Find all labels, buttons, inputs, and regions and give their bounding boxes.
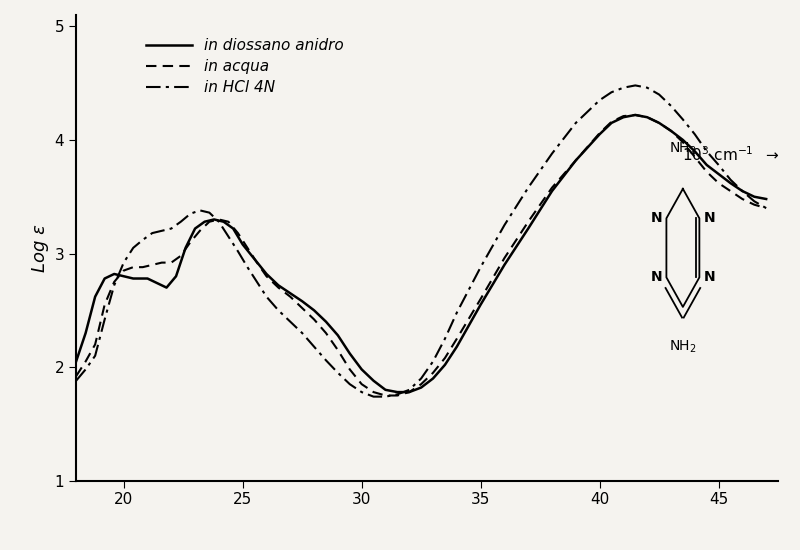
Text: N: N <box>704 271 715 284</box>
Text: $10^3$ cm$^{-1}$  $\rightarrow$: $10^3$ cm$^{-1}$ $\rightarrow$ <box>682 145 779 164</box>
Y-axis label: Log ε: Log ε <box>31 224 49 272</box>
Text: N: N <box>651 271 663 284</box>
Text: N: N <box>704 211 715 226</box>
Legend: in diossano anidro, in acqua, in HCl 4N: in diossano anidro, in acqua, in HCl 4N <box>140 32 350 101</box>
Text: NH$_2$: NH$_2$ <box>669 339 697 355</box>
Text: N: N <box>651 211 663 226</box>
Text: NH$_2$: NH$_2$ <box>669 141 697 157</box>
